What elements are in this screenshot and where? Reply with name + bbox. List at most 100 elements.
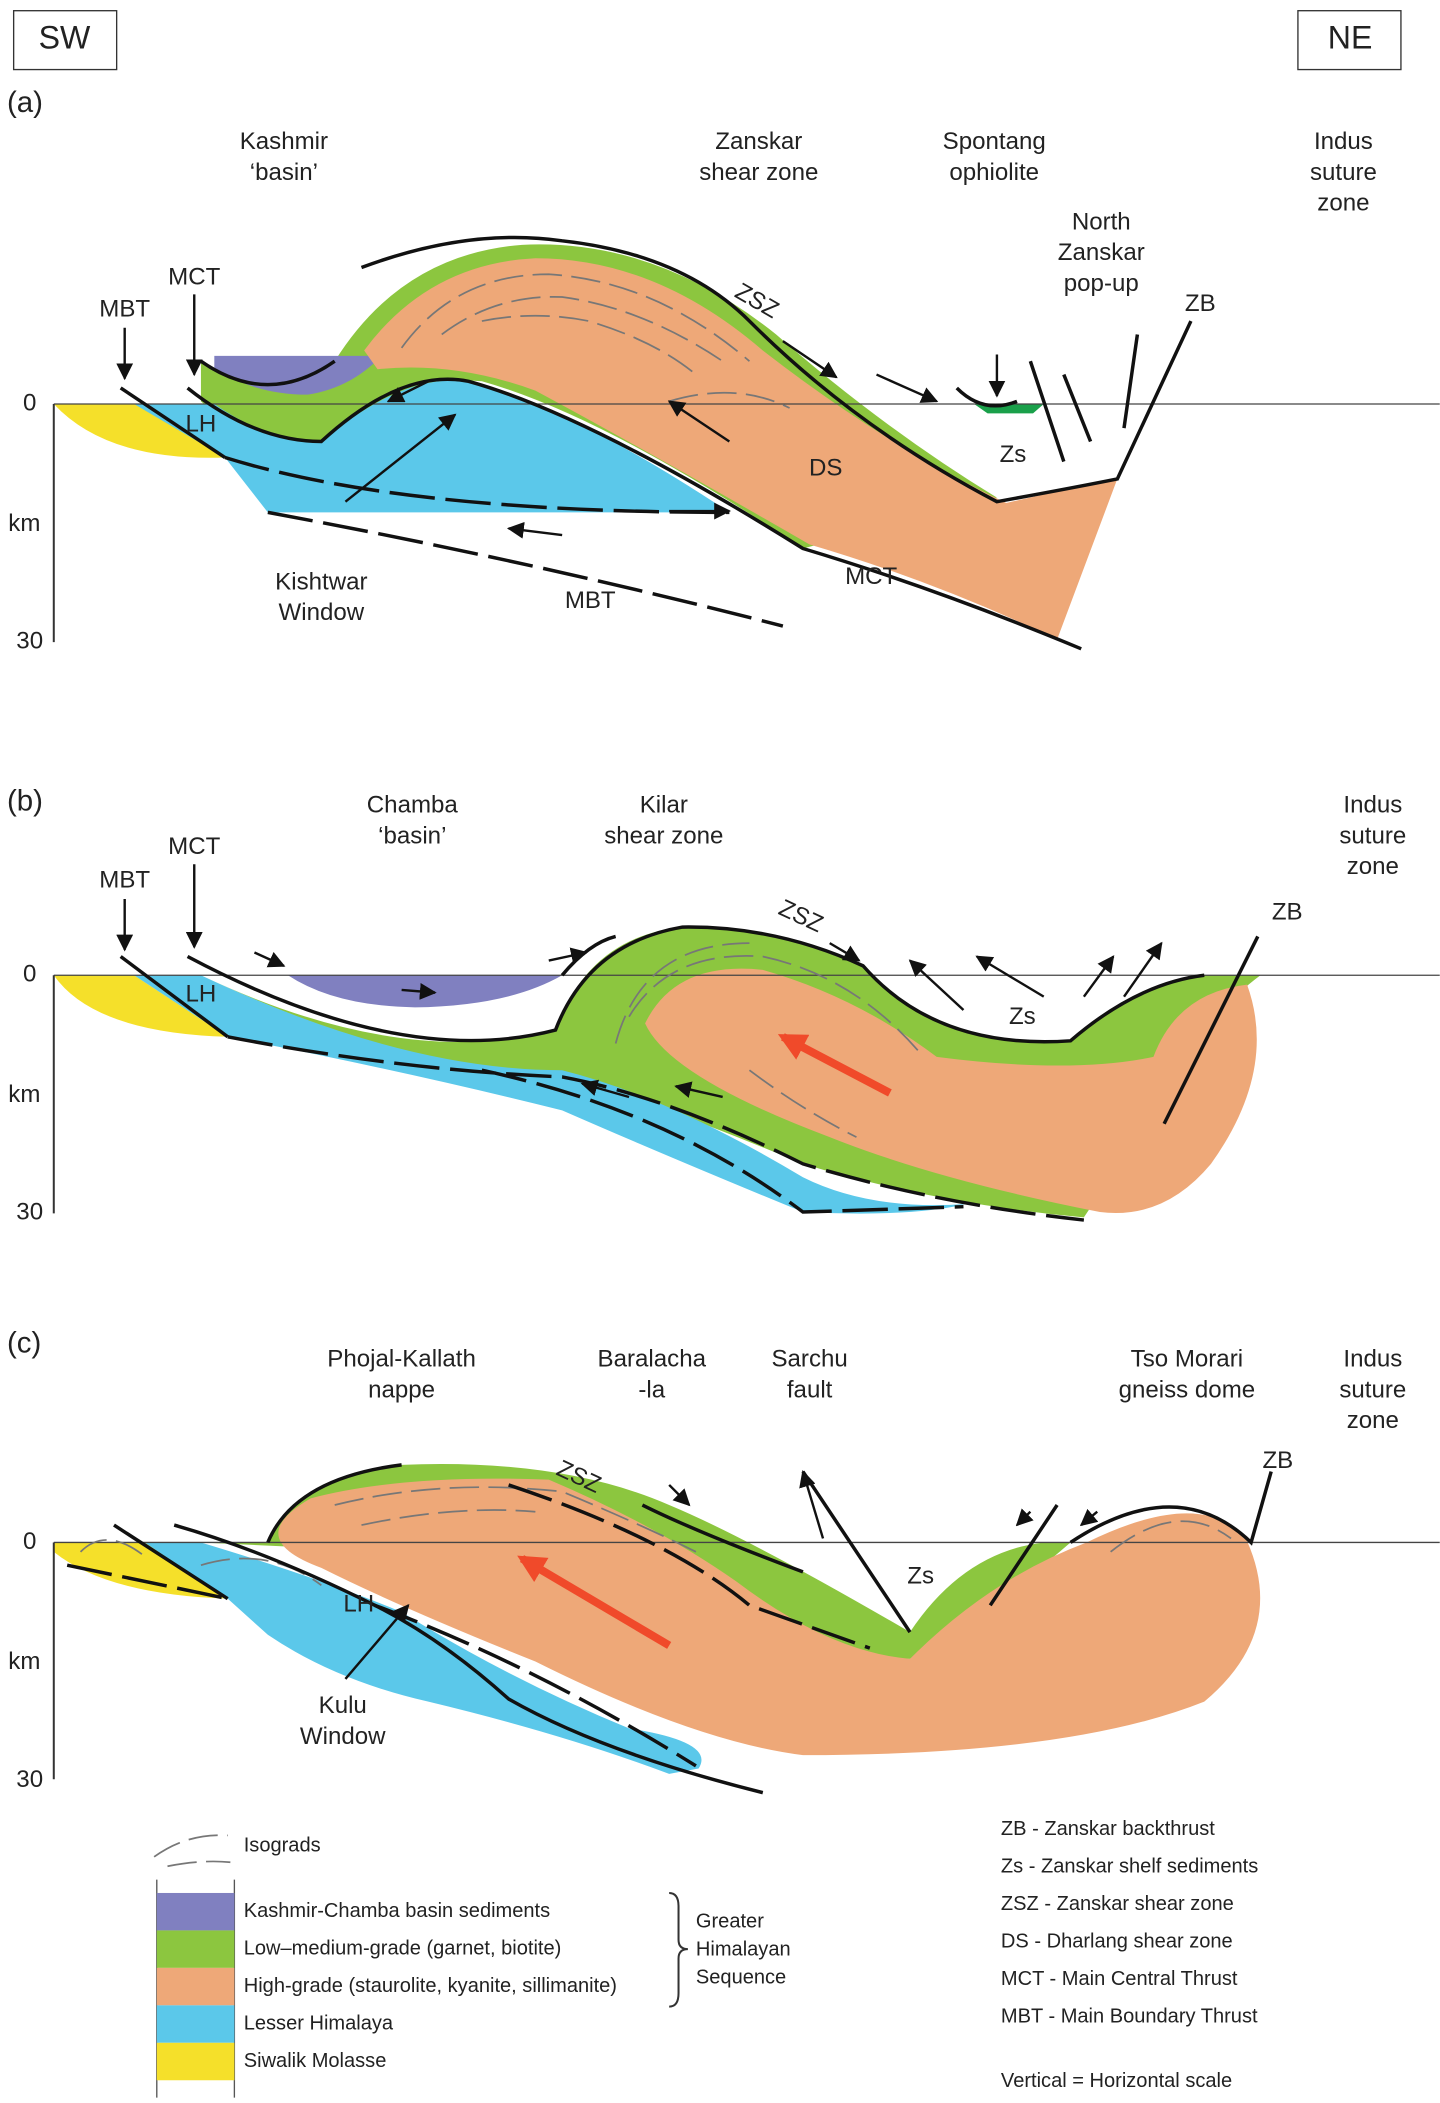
label-line: Zs: [1000, 442, 1027, 469]
label-line: LH: [186, 411, 217, 438]
flow-arrow: [517, 1555, 672, 1649]
depth-max: 30: [16, 627, 43, 654]
swatch: [156, 1930, 235, 1968]
legend-text: High-grade (staurolite, kyanite, sillima…: [244, 1975, 617, 1997]
feature-label: Spontang ophiolite: [943, 129, 1046, 187]
brace: [669, 1891, 688, 2008]
swatch: [156, 2042, 235, 2081]
label-line: MBT - Main Boundary Thrust: [1001, 2006, 1258, 2028]
feature-label: LH: [186, 411, 217, 438]
feature-label: Indus suture zone: [1339, 792, 1406, 881]
label-line: fault: [787, 1377, 833, 1404]
lesser-himalaya: [134, 380, 730, 513]
box: [1297, 10, 1402, 71]
label-line: MCT: [168, 264, 220, 291]
labels: (a) 0 km 30 Kashmir ‘basin’ Zanskar shear zone S…: [7, 86, 1406, 1793]
label-line: Kishtwar: [275, 569, 367, 596]
label-line: Zs: [1009, 1003, 1036, 1030]
siwalik: [53, 1542, 228, 1599]
swatch: [156, 1892, 235, 1931]
scale-note: Vertical = Horizontal scale: [1001, 2070, 1232, 2092]
label-line: Sequence: [696, 1967, 786, 1989]
label-line: MBT: [99, 867, 150, 894]
label-line: Chamba: [367, 792, 459, 819]
high-grade: [645, 968, 1257, 1214]
feature-label: Kulu Window: [300, 1692, 386, 1750]
label-line: Zanskar: [1058, 240, 1145, 267]
label-line: Himalayan: [696, 1939, 791, 1961]
box: [12, 10, 118, 71]
feature-label: Zs: [1000, 442, 1027, 469]
label-line: DS - Dharlang shear zone: [1001, 1931, 1233, 1953]
feature-label: MCT: [168, 834, 220, 861]
depth-unit: km: [8, 1648, 40, 1675]
label-line: Indus: [1314, 129, 1373, 156]
label-line: MCT: [845, 563, 897, 590]
depth-zero: 0: [23, 389, 36, 416]
depth-max: 30: [16, 1766, 43, 1793]
feature-label: MCT: [845, 563, 897, 590]
label-line: Zs: [907, 1563, 934, 1590]
feature-label: Indus suture zone: [1310, 129, 1377, 218]
feature-label: LH: [343, 1591, 374, 1618]
panel-c: [52, 1463, 1440, 1795]
feature-label: ZB: [1185, 290, 1216, 317]
label-line: zone: [1317, 190, 1369, 217]
panel-label: (a): [7, 86, 43, 119]
legend-text: Kashmir-Chamba basin sediments: [244, 1900, 550, 1922]
flow-arrow: [777, 1033, 892, 1097]
label-line: Kilar: [640, 792, 688, 819]
feature-label: Sarchu fault: [771, 1346, 847, 1404]
depth-zero: 0: [23, 1528, 36, 1555]
label-line: zone: [1347, 1407, 1399, 1434]
label-line: Indus: [1343, 792, 1402, 819]
label-line: -la: [638, 1377, 665, 1404]
label-line: Kashmir: [240, 129, 328, 156]
feature-label: Zanskar shear zone: [699, 129, 818, 187]
label-line: Window: [300, 1723, 386, 1750]
feature-label: LH: [186, 981, 217, 1008]
label-line: ZB: [1185, 290, 1216, 317]
label-line: gneiss dome: [1119, 1377, 1256, 1404]
feature-label: DS: [809, 455, 842, 482]
abbreviations: ZB - Zanskar backthrust Zs - Zanskar shel…: [1001, 1818, 1258, 2027]
direction-sw: SW: [39, 20, 91, 56]
label-line: ZSZ - Zanskar shear zone: [1001, 1893, 1234, 1915]
swatch: [156, 2005, 235, 2043]
feature-label: MCT: [168, 264, 220, 291]
feature-label: Baralacha -la: [598, 1346, 707, 1404]
label-line: Window: [279, 599, 365, 626]
label-line: suture: [1310, 159, 1377, 186]
direction-ne: NE: [1328, 20, 1373, 56]
label-line: Zanskar: [715, 129, 802, 156]
label-line: ZB: [1272, 899, 1303, 926]
legend: Isograds Kashmir-Chamba basin sediments …: [153, 1818, 1258, 2098]
high-grade: [364, 258, 1118, 640]
label-line: Zs - Zanskar shelf sediments: [1001, 1856, 1258, 1878]
label-line: Baralacha: [598, 1346, 707, 1373]
lesser-himalaya: [144, 1542, 702, 1774]
label-line: MCT: [168, 834, 220, 861]
label-line: Phojal-Kallath: [327, 1346, 476, 1373]
feature-label: MBT: [99, 296, 150, 323]
depth-unit: km: [8, 510, 40, 537]
legend-text: Siwalik Molasse: [244, 2050, 387, 2072]
label-line: Spontang: [943, 129, 1046, 156]
legend-text: Isograds: [244, 1834, 321, 1856]
panel-label: (b): [7, 784, 43, 817]
label-line: LH: [343, 1591, 374, 1618]
feature-label: MBT: [565, 587, 616, 614]
feature-label: ZSZ: [774, 895, 827, 939]
depth-zero: 0: [23, 961, 36, 988]
legend-text: Lesser Himalaya: [244, 2012, 394, 2034]
siwalik: [53, 975, 228, 1037]
feature-label: Zs: [1009, 1003, 1036, 1030]
lesser-himalaya: [134, 975, 967, 1214]
swatch: [156, 1967, 235, 2006]
legend-group: Greater Himalayan Sequence: [696, 1911, 791, 1989]
legend-text: Low–medium-grade (garnet, biotite): [244, 1937, 562, 1959]
label-line: zone: [1347, 854, 1399, 881]
label-line: ZB: [1262, 1448, 1293, 1475]
